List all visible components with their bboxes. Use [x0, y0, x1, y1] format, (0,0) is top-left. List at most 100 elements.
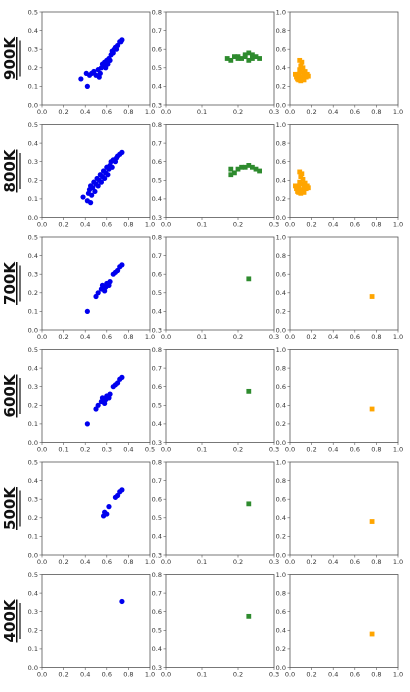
x-tick-label: 0.4	[328, 558, 338, 566]
data-point	[84, 421, 90, 427]
data-point	[104, 511, 110, 517]
y-tick-label: 0.3	[28, 46, 38, 54]
data-point	[257, 56, 262, 61]
x-tick-label: 0.2	[233, 671, 243, 679]
x-tick-label: 0.8	[123, 333, 133, 341]
data-point	[250, 56, 255, 61]
y-tick-label: 0.8	[152, 571, 162, 579]
data-point	[250, 164, 255, 170]
row-label: 600K	[1, 373, 19, 417]
plot-frame	[41, 11, 151, 106]
data-point	[98, 179, 104, 185]
scatter-panel: 0.0 0.2 0.4 0.6 0.8 1.0 0.0 0.1 0.2 0.3 0.4 0.5	[28, 121, 156, 229]
scatter-panel: 0.0 0.2 0.4 0.6 0.8 1.0 0.0 0.2 0.4 0.6 0.8 1.0	[276, 571, 404, 679]
y-tick-label: 0.2	[28, 177, 38, 185]
x-tick-label: 0.4	[328, 108, 338, 116]
data-point	[92, 188, 98, 195]
y-tick-label: 0.0	[276, 101, 286, 109]
data-point	[242, 52, 248, 58]
y-tick-label: 0.8	[152, 346, 162, 354]
scatter-panel: 0.0 0.1 0.2 0.3 0.3 0.4 0.5 0.6 0.7 0.8	[152, 571, 280, 679]
y-tick-label: 0.3	[28, 158, 38, 166]
x-tick-label: 0.8	[371, 333, 381, 341]
data-point	[119, 487, 125, 493]
y-tick-label: 0.2	[276, 308, 286, 316]
data-point	[239, 164, 244, 170]
scatter-panel: 0.0 0.1 0.2 0.3 0.4 0.5 0.0 0.1 0.2 0.3 0.4 0.5	[28, 346, 156, 454]
x-tick-label: 0.0	[37, 558, 47, 566]
y-tick-label: 0.0	[276, 326, 286, 334]
x-tick-label: 0.6	[350, 671, 360, 679]
x-tick-label: 0.6	[350, 558, 360, 566]
scatter-panel: 0.0 0.2 0.4 0.6 0.8 1.0 0.0 0.2 0.4 0.6 0.8 1.0	[276, 233, 404, 341]
row-label: 500K	[1, 486, 19, 530]
y-tick-label: 0.8	[276, 252, 286, 260]
x-tick-label: 0.0	[37, 221, 47, 229]
y-tick-label: 0.6	[152, 46, 162, 54]
y-tick-label: 0.5	[28, 458, 38, 466]
plot-frame	[41, 124, 151, 218]
data-point	[301, 77, 307, 83]
y-tick-label: 0.6	[276, 383, 286, 391]
y-tick-label: 0.2	[28, 514, 38, 522]
x-tick-label: 0.1	[197, 221, 207, 229]
x-tick-label: 0.8	[371, 671, 381, 679]
plot-frame	[289, 574, 399, 668]
y-tick-label: 0.0	[28, 664, 38, 672]
x-tick-label: 0.0	[37, 446, 47, 454]
data-point	[119, 262, 125, 268]
data-point	[297, 67, 303, 73]
x-tick-label: 0.6	[350, 108, 360, 116]
plot-frame	[289, 461, 399, 556]
y-tick-label: 0.4	[276, 514, 286, 522]
y-tick-label: 0.2	[276, 645, 286, 653]
y-tick-label: 0.8	[276, 139, 286, 147]
data-point	[80, 194, 86, 200]
y-tick-label: 0.6	[152, 496, 162, 504]
row-label: 700K	[1, 261, 19, 305]
x-tick-label: 0.0	[285, 671, 295, 679]
scatter-panel: 0.0 0.2 0.4 0.6 0.8 1.0 0.0 0.2 0.4 0.6 0.8 1.0	[276, 458, 404, 566]
y-tick-label: 0.0	[28, 214, 38, 222]
x-tick-label: 1.0	[145, 558, 155, 566]
x-tick-label: 0.0	[285, 446, 295, 454]
x-tick-label: 0.4	[80, 333, 90, 341]
y-tick-label: 0.0	[276, 439, 286, 447]
x-tick-label: 0.2	[233, 221, 243, 229]
y-tick-label: 0.8	[152, 121, 162, 129]
y-tick-label: 0.0	[28, 326, 38, 334]
x-tick-label: 0.0	[161, 333, 171, 341]
y-tick-label: 0.2	[28, 64, 38, 72]
y-tick-label: 0.6	[276, 271, 286, 279]
y-tick-label: 0.5	[152, 514, 162, 522]
row-label: 900K	[1, 36, 19, 80]
data-point	[299, 70, 305, 75]
data-point	[242, 164, 248, 170]
data-point	[301, 189, 307, 195]
plot-frame	[165, 349, 275, 443]
data-point	[246, 276, 252, 282]
data-point	[224, 56, 230, 61]
data-point	[106, 504, 112, 510]
scatter-panel: 0.0 0.1 0.2 0.3 0.3 0.4 0.5 0.6 0.7 0.8	[152, 8, 280, 116]
data-point	[369, 519, 375, 524]
data-point	[298, 190, 304, 196]
data-point	[232, 170, 237, 176]
y-tick-label: 0.2	[276, 83, 286, 91]
y-tick-label: 0.8	[276, 477, 286, 485]
y-tick-label: 0.4	[152, 83, 162, 91]
x-tick-label: 0.4	[328, 221, 338, 229]
plot-frame	[41, 236, 151, 331]
x-tick-label: 0.2	[233, 333, 243, 341]
data-point	[246, 57, 252, 63]
x-tick-label: 0.4	[328, 333, 338, 341]
y-tick-label: 0.3	[152, 214, 162, 222]
y-tick-label: 1.0	[276, 458, 286, 466]
y-tick-label: 0.6	[152, 271, 162, 279]
plot-frame	[289, 124, 399, 218]
x-tick-label: 0.4	[80, 671, 90, 679]
row-label: 400K	[1, 598, 19, 642]
y-tick-label: 0.3	[152, 551, 162, 559]
x-tick-label: 0.1	[197, 333, 207, 341]
